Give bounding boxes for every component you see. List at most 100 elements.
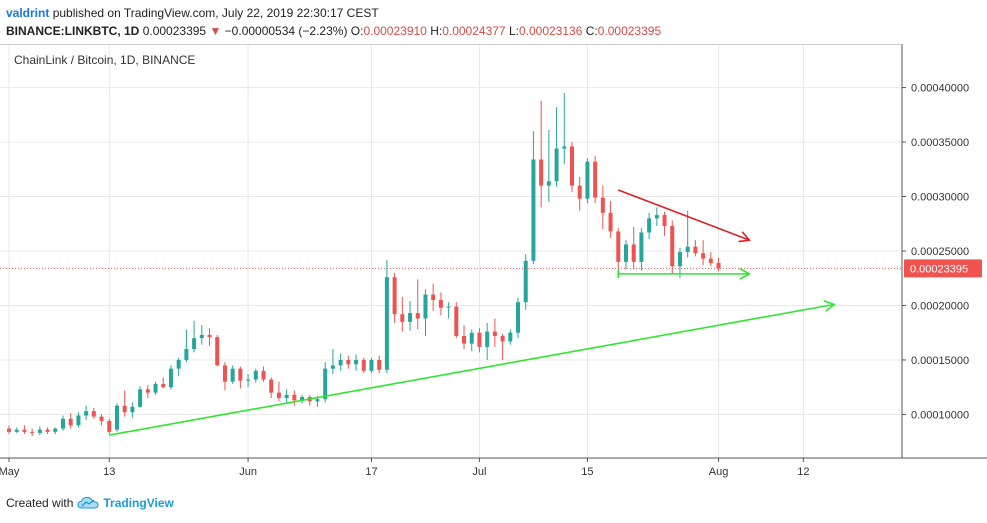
candle-body [45,429,50,432]
close-label: C: [585,24,598,38]
candle-body [153,383,158,393]
candle [215,334,220,367]
candle-body [693,246,698,254]
candle [539,100,544,208]
candle [454,302,459,339]
candle [37,426,42,436]
open-value: 0.00023910 [363,24,427,38]
candle [261,366,266,382]
last-price-badge-text: 0.00023395 [910,263,968,275]
last-price: 0.00023395 [142,24,207,38]
candle [176,357,181,377]
candle-body [37,429,42,433]
candle [45,427,50,435]
candle-body [315,399,320,402]
candle [631,227,636,270]
candle [608,200,613,238]
candle-body [523,260,528,303]
time-axis[interactable]: May 13 Jun 17 Jul 15 Aug 12 [0,458,809,478]
candle-body [84,411,89,416]
candle-body [415,313,420,319]
candle [354,354,359,371]
candle-body [14,429,19,432]
trendlines [109,189,836,436]
candle [577,176,582,211]
candle-body [276,392,281,399]
candle [485,322,490,360]
candle-body [608,212,613,232]
candle [346,355,351,369]
candle [138,386,143,408]
candle-body [176,359,181,369]
symbol-line: BINANCE:LINKBTC, 1D 0.00023395 ▼ −0.0000… [6,22,661,40]
candle [184,329,189,363]
candle-body [114,405,119,430]
arrow-head-icon [739,267,752,280]
candle-body [292,394,297,401]
candle [145,385,150,399]
candle [415,279,420,330]
candle [292,390,297,406]
candle [508,329,513,345]
candle [338,353,343,371]
candle-body [446,306,451,308]
candle-body [60,418,65,429]
price-axis[interactable]: 0.00010000 0.00015000 0.00020000 0.00025000… [902,83,969,422]
candle [76,412,81,428]
candle-body [492,331,497,336]
footer: Created with TradingView [6,496,174,510]
high-label: H: [430,24,443,38]
price-tick-label: 0.00025000 [911,246,969,258]
candle [377,355,382,374]
candle [654,207,659,226]
candle [207,328,212,346]
candle-body [662,215,667,226]
candles [7,93,721,437]
tradingview-brand[interactable]: TradingView [103,496,174,510]
candle [531,131,536,265]
candlestick-chart[interactable]: ChainLink / Bitcoin, 1D, BINANCE 0.00010… [0,44,987,491]
candle [130,402,135,418]
last-price-badge-box [904,259,982,278]
candle [400,296,405,332]
time-tick-label: May [0,466,20,478]
candle-body [99,416,104,421]
candle-body [53,428,58,432]
candle-body [569,146,574,186]
candle [469,329,474,352]
candle-body [22,429,27,432]
candle [585,158,590,204]
candle-body [616,231,621,262]
chart-header: valdrint published on TradingView.com, J… [6,4,661,40]
candle-body [338,359,343,366]
chart-area[interactable]: ChainLink / Bitcoin, 1D, BINANCE 0.00010… [0,44,987,491]
candle [199,325,204,345]
candle-body [477,332,482,347]
tradingview-cloud-icon [77,496,99,509]
candle-body [516,302,521,333]
candle [114,403,119,432]
candle [91,407,96,419]
candle [569,142,574,193]
candle-body [654,215,659,219]
candle-body [199,334,204,339]
candle-body [554,148,559,182]
candle [168,365,173,390]
price-tick-label: 0.00030000 [911,192,969,204]
candle [99,414,104,426]
author-link[interactable]: valdrint [6,6,50,20]
candle [222,362,227,391]
candle-body [122,405,127,413]
candle-body [30,431,35,433]
candle [369,357,374,374]
candle-body [222,365,227,382]
candle-body [91,411,96,417]
candle [300,394,305,404]
candle-body [531,159,536,261]
candle [107,418,112,435]
candle-body [330,365,335,369]
candle [7,425,11,435]
price-tick-label: 0.00035000 [911,137,969,149]
time-tick-label: Aug [709,466,729,478]
candle [122,390,127,417]
